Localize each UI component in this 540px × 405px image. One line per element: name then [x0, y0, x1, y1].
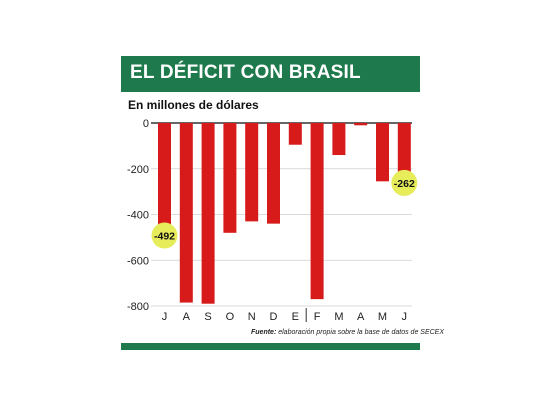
x-tick-label: A — [357, 311, 365, 323]
bar — [397, 123, 411, 183]
bar — [158, 123, 171, 236]
bar — [332, 123, 346, 156]
bars — [158, 123, 411, 304]
bar — [310, 123, 324, 300]
y-axis-ticks: 0 -200 -400 -600 -800 — [127, 118, 149, 313]
x-tick-label: N — [248, 311, 256, 323]
grid-lines — [151, 122, 412, 307]
y-tick-label: 0 — [143, 118, 149, 130]
bar — [354, 123, 368, 126]
source-label: Fuente: — [251, 329, 277, 336]
bar — [201, 123, 215, 304]
x-tick-label: S — [204, 311, 211, 323]
bar — [179, 123, 193, 303]
bar — [267, 123, 280, 224]
y-tick-label: -800 — [127, 301, 149, 313]
chart-subtitle: En millones de dólares — [128, 98, 259, 112]
bar — [245, 123, 259, 222]
x-tick-label: J — [162, 311, 168, 323]
chart-title: EL DÉFICIT CON BRASIL — [130, 62, 361, 83]
x-tick-label: O — [226, 311, 235, 323]
source-note: Fuente: elaboración propia sobre la base… — [251, 329, 444, 336]
annotation-label: -492 — [154, 231, 175, 243]
annotation-marker — [151, 222, 178, 249]
y-tick-label: -200 — [127, 164, 149, 176]
footer-bar — [121, 343, 420, 350]
y-tick-label: -600 — [127, 255, 149, 267]
x-tick-label: A — [183, 311, 191, 323]
source-text: elaboración propia sobre la base de dato… — [278, 329, 445, 336]
x-tick-label: D — [270, 311, 278, 323]
annotation-marker — [391, 169, 418, 196]
x-tick-label: F — [314, 311, 321, 323]
bar — [288, 123, 302, 145]
bar — [376, 123, 389, 182]
y-tick-label: -400 — [127, 210, 149, 222]
x-tick-label: M — [334, 311, 343, 323]
x-tick-label: E — [292, 311, 299, 323]
x-tick-label: M — [378, 311, 387, 323]
annotations: -492 -262 — [151, 169, 418, 249]
bar — [223, 123, 237, 233]
x-tick-label: J — [402, 311, 408, 323]
title-banner: EL DÉFICIT CON BRASIL — [121, 56, 420, 92]
annotation-label: -262 — [394, 178, 415, 190]
